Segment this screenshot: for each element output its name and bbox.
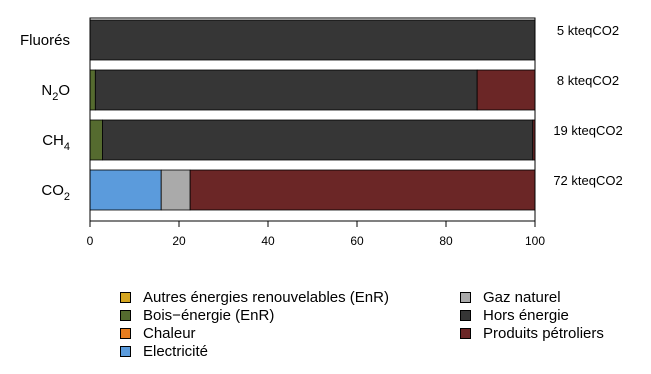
- legend-label: Gaz naturel: [483, 289, 561, 306]
- total-label: 72 kteqCO2: [553, 173, 622, 188]
- legend: Autres énergies renouvelables (EnR) Bois−…: [120, 289, 650, 374]
- legend-item: Chaleur: [120, 325, 196, 342]
- legend-label: Hors énergie: [483, 307, 569, 324]
- legend-item: Produits pétroliers: [460, 325, 604, 342]
- bar-segment: [102, 119, 534, 161]
- category-label-base: CO: [41, 182, 64, 199]
- legend-label: Autres énergies renouvelables (EnR): [143, 289, 389, 306]
- category-label: N2O: [41, 82, 70, 103]
- category-label-subscript: 2: [52, 91, 58, 103]
- x-tick-label: 20: [172, 234, 186, 248]
- category-label-subscript: 2: [64, 191, 70, 203]
- category-label: CO2: [41, 182, 70, 203]
- category-label-base: CH: [42, 132, 64, 149]
- bars-layer: [89, 19, 536, 211]
- legend-label: Bois−énergie (EnR): [143, 307, 275, 324]
- legend-item: Autres énergies renouvelables (EnR): [120, 289, 389, 306]
- legend-item: Electricité: [120, 343, 208, 360]
- x-tick-label: 60: [350, 234, 364, 248]
- legend-swatch: [120, 292, 131, 303]
- legend-label: Electricité: [143, 343, 209, 360]
- legend-label: Produits pétroliers: [483, 325, 604, 342]
- bar-segment: [160, 169, 191, 211]
- category-label: Fluorés: [20, 32, 70, 49]
- legend-swatch: [120, 328, 131, 339]
- legend-swatch: [120, 346, 131, 357]
- x-tick-label: 40: [261, 234, 275, 248]
- bar-segment: [89, 19, 536, 61]
- total-label: 5 kteqCO2: [557, 23, 619, 38]
- total-label: 8 kteqCO2: [557, 73, 619, 88]
- legend-swatch: [460, 292, 471, 303]
- category-label-tail: O: [58, 82, 70, 99]
- legend-label: Chaleur: [143, 325, 196, 342]
- bar-segment: [476, 69, 536, 111]
- x-axis: 0 20 40 60 80 100: [87, 220, 545, 248]
- legend-item: Gaz naturel: [460, 289, 561, 306]
- legend-swatch: [460, 310, 471, 321]
- x-tick-label: 0: [87, 234, 94, 248]
- legend-swatch: [120, 310, 131, 321]
- total-labels: 72 kteqCO2 19 kteqCO2 8 kteqCO2 5 kteqCO2: [553, 23, 622, 188]
- legend-swatch: [460, 328, 471, 339]
- category-label-base: Fluorés: [20, 32, 70, 49]
- bar-segment: [89, 69, 96, 111]
- bar-segment: [89, 119, 103, 161]
- legend-item: Bois−énergie (EnR): [120, 307, 274, 324]
- bar-segment: [94, 69, 478, 111]
- category-label-subscript: 4: [64, 141, 70, 153]
- bar-segment: [89, 169, 162, 211]
- category-label-base: N: [41, 82, 52, 99]
- x-tick-label: 100: [525, 234, 545, 248]
- legend-item: Hors énergie: [460, 307, 569, 324]
- x-tick-label: 80: [439, 234, 453, 248]
- total-label: 19 kteqCO2: [553, 123, 622, 138]
- category-label: CH4: [42, 132, 70, 153]
- bar-segment: [189, 169, 536, 211]
